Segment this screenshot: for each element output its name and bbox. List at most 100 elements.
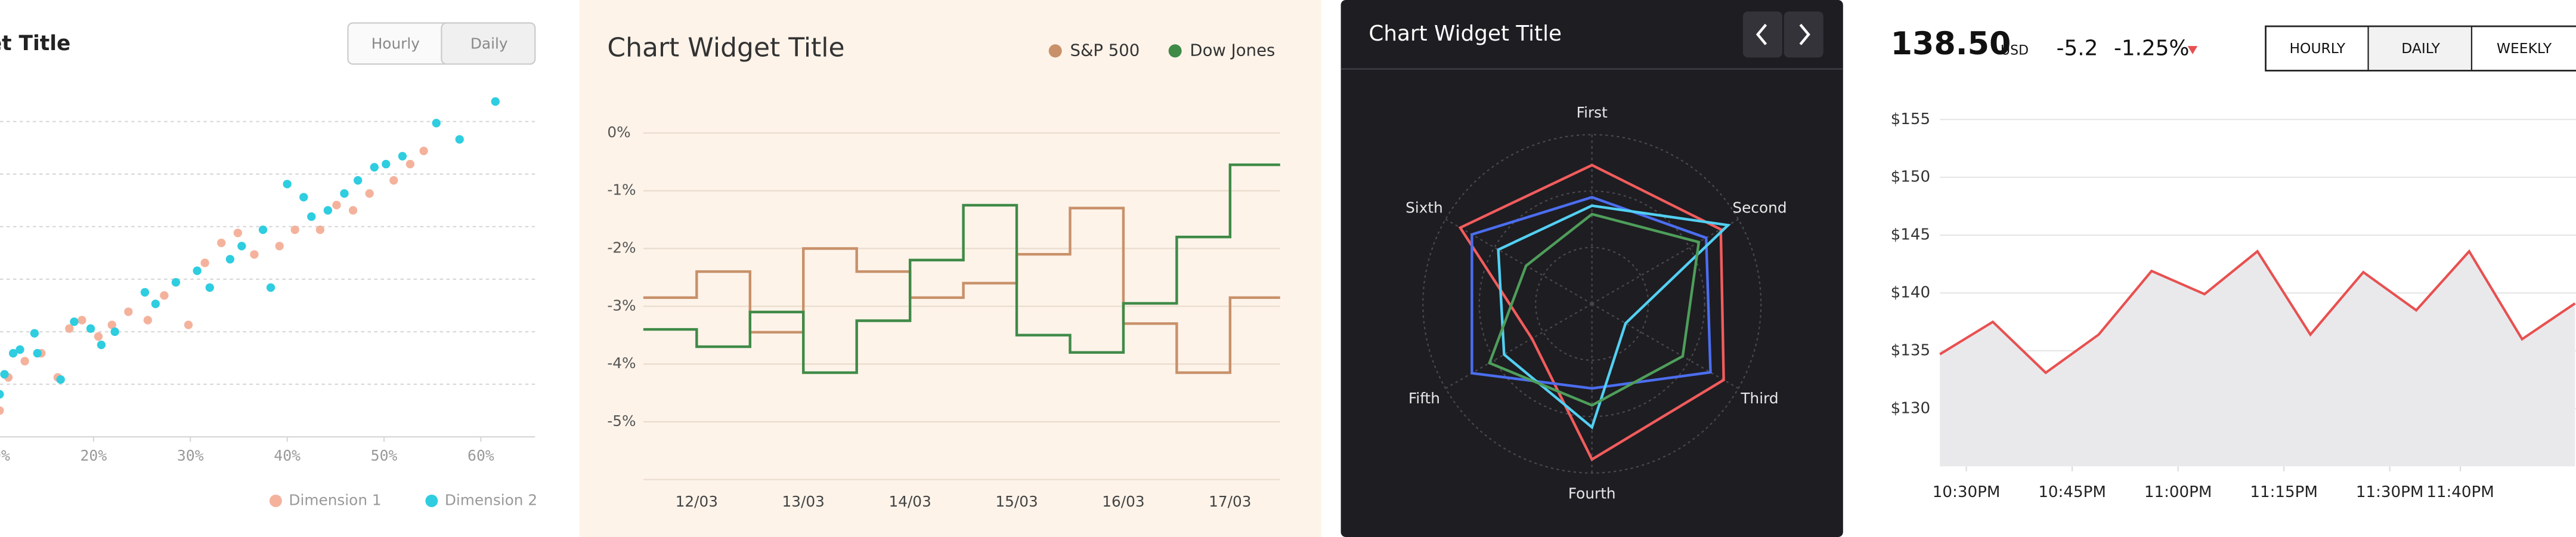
scatter-point [124, 307, 133, 316]
scatter-point [283, 180, 292, 189]
scatter-point [340, 189, 349, 198]
scatter-point [0, 390, 4, 399]
scatter-point [86, 324, 95, 333]
price-change-pct: -1.25% [2114, 36, 2190, 61]
x-tick-label: 15/03 [995, 493, 1038, 510]
x-tick-label: 16/03 [1102, 493, 1144, 510]
toggle-button[interactable]: DAILY [2401, 40, 2440, 57]
scatter-point [258, 225, 268, 234]
next-button[interactable] [1784, 11, 1823, 58]
legend-swatch [425, 494, 438, 507]
radar-ring [1535, 246, 1649, 361]
legend-label: Dow Jones [1190, 41, 1275, 60]
axis-label: Fourth [1568, 484, 1616, 502]
radar-series [1497, 204, 1731, 430]
toggle-button[interactable]: Hourly [371, 35, 420, 52]
y-tick-label: -4% [607, 354, 636, 372]
y-tick-label: -2% [607, 239, 636, 257]
scatter-point [398, 152, 407, 161]
x-tick-label: 12/03 [676, 493, 718, 510]
scatter-point [365, 189, 374, 198]
legend-label: S&P 500 [1070, 41, 1140, 60]
y-tick-label: $150 [1891, 168, 1930, 186]
y-tick-label: -3% [607, 297, 636, 314]
panel-background [579, 0, 1321, 537]
y-tick-label: -5% [607, 412, 636, 430]
chart-title: Chart Widget Title [607, 33, 844, 63]
price-change: -5.2 [2057, 36, 2098, 61]
nav-arrows [1755, 23, 1810, 45]
y-tick-label: $140 [1891, 283, 1930, 301]
scatter-point [110, 327, 119, 337]
y-tick-label: $145 [1891, 226, 1930, 244]
radar-series [1458, 163, 1725, 462]
x-tick-label: 50% [371, 447, 398, 464]
scatter-point [250, 250, 259, 259]
x-tick-label: 14/03 [888, 493, 931, 510]
scatter-point [217, 238, 226, 248]
x-tick-label: 11:00PM [2144, 483, 2212, 501]
toggle-active [441, 22, 536, 65]
scatter-point [290, 225, 299, 234]
axis-label: Third [1740, 390, 1778, 407]
scatter-point [432, 119, 441, 128]
x-tick-label: 11:30PM [2356, 483, 2424, 501]
scatter-point [205, 283, 214, 292]
price: 138.50 [1891, 26, 2011, 62]
scatter-point [348, 206, 358, 215]
legend-swatch [269, 494, 282, 507]
chart-title: Chart Widget Title [0, 32, 70, 55]
scatter-point [225, 255, 234, 264]
scatter-point [8, 348, 18, 358]
scatter-point [0, 370, 9, 379]
scatter-point [307, 212, 316, 221]
scatter-point [0, 406, 4, 415]
scatter-point [332, 200, 341, 209]
scatter-point [419, 146, 428, 156]
scatter-point [184, 320, 193, 329]
step-line [643, 163, 1280, 374]
x-tick-label: 13/03 [782, 493, 825, 510]
scatter-point [405, 159, 415, 169]
legend-swatch [1168, 44, 1182, 58]
x-tick-label: 17/03 [1209, 493, 1251, 510]
scatter-point [275, 242, 284, 251]
y-tick-label: $135 [1891, 341, 1930, 359]
scatter-point [160, 291, 169, 300]
scatter-point [389, 176, 398, 185]
scatter-point [193, 266, 202, 275]
x-tick-label: 40% [274, 447, 301, 464]
scatter-point [78, 316, 86, 325]
scatter-point [455, 135, 464, 144]
scatter-point [266, 283, 275, 292]
radar-series [1488, 212, 1701, 407]
toggle-button[interactable]: WEEKLY [2497, 40, 2552, 57]
scatter-point [315, 225, 325, 234]
x-tick-label: 11:40PM [2426, 483, 2494, 501]
x-tick-label: 11:15PM [2250, 483, 2318, 501]
scatter-point [151, 300, 160, 308]
scatter-point [491, 97, 500, 106]
axis-label: Fifth [1408, 390, 1440, 407]
scatter-point [140, 288, 150, 297]
toggle-button[interactable]: HOURLY [2289, 40, 2345, 57]
scatter-point [97, 340, 106, 350]
prev-button[interactable] [1742, 11, 1782, 58]
x-tick-label: 30% [177, 447, 204, 464]
toggle-button[interactable]: Daily [470, 35, 508, 52]
radar-series [1470, 196, 1712, 390]
toggle-active [2368, 27, 2472, 70]
legend-label: Dimension 1 [289, 491, 381, 508]
scatter-point [382, 159, 391, 169]
x-tick-label: 10:30PM [1933, 483, 2001, 501]
x-tick-label: 60% [467, 447, 494, 464]
scatter-point [56, 375, 65, 384]
scatter-point [20, 357, 29, 366]
scatter-point [70, 317, 79, 326]
scatter-point [354, 176, 363, 185]
x-tick-label: 20% [80, 447, 107, 464]
chart-title: Chart Widget Title [1368, 21, 1562, 46]
scatter-point [30, 329, 39, 338]
scatter-point [237, 242, 246, 251]
